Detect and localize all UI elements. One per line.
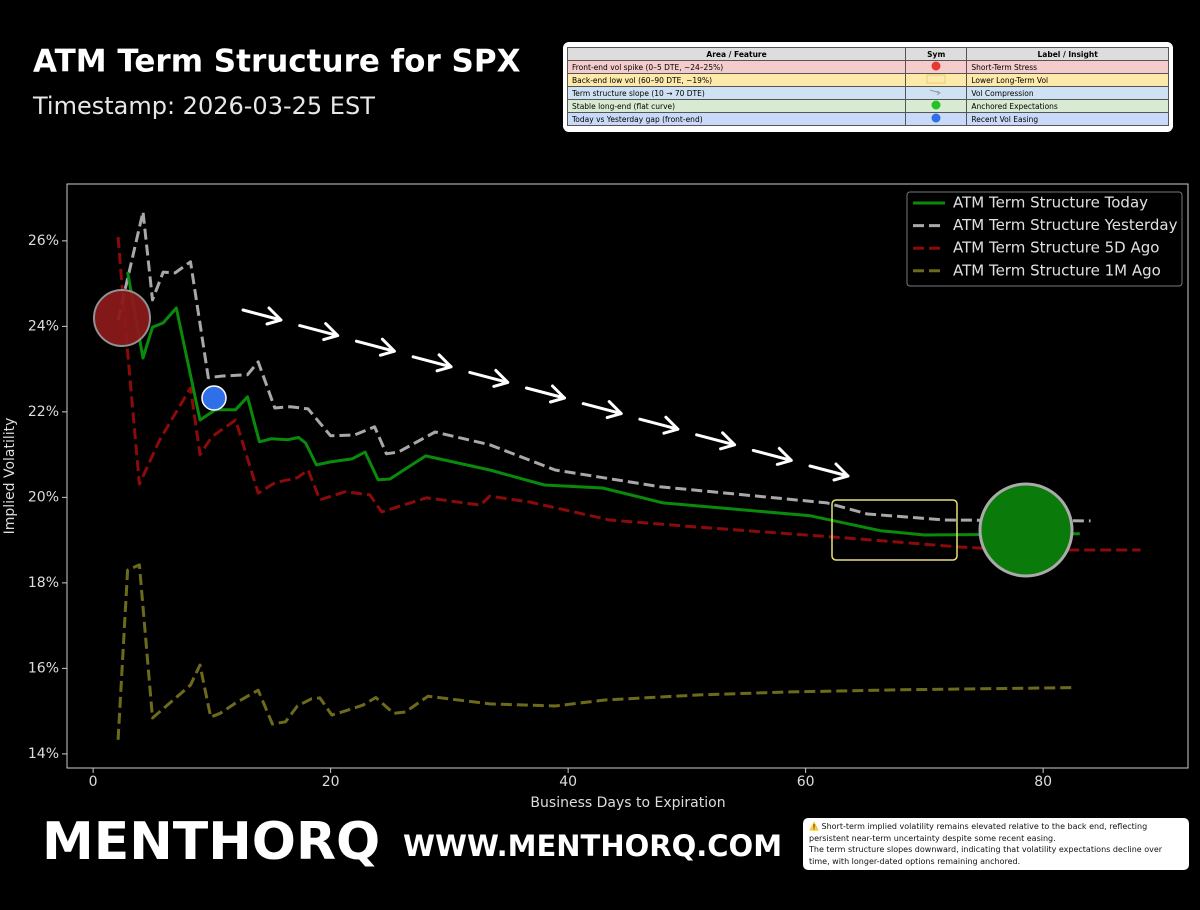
sym-icon <box>931 113 941 123</box>
series-line <box>116 210 1091 523</box>
table-cell: Term structure slope (10 → 70 DTE) <box>566 86 907 100</box>
legend-label: ATM Term Structure Today <box>953 194 1148 212</box>
trend-arrow <box>411 353 453 373</box>
legend-label: ATM Term Structure 5D Ago <box>953 239 1159 257</box>
long-end-highlight <box>978 482 1074 578</box>
y-tick-label: 16% <box>28 660 59 676</box>
x-tick-label: 80 <box>1034 774 1052 790</box>
trend-arrow <box>298 322 340 342</box>
series-line <box>126 271 1080 537</box>
trend-arrow <box>354 337 396 357</box>
logo-brand: MENTHORQ <box>42 812 380 872</box>
legend-box <box>906 191 1183 287</box>
x-tick-label: 20 <box>322 774 340 790</box>
table: Area / Feature Sym Label / Insight Front-e… <box>566 47 1169 126</box>
trend-arrow <box>695 431 737 451</box>
gap-marker <box>201 385 227 411</box>
table-header: Area / Feature <box>566 47 907 61</box>
sym-cell <box>905 73 968 87</box>
legend-label: ATM Term Structure 1M Ago <box>953 261 1161 279</box>
y-tick-label: 22% <box>28 404 59 420</box>
table-cell: Recent Vol Easing <box>966 112 1169 126</box>
table-cell: Short-Term Stress <box>966 60 1169 74</box>
table-cell: Today vs Yesterday gap (front-end) <box>566 112 907 126</box>
trend-arrow <box>241 306 283 326</box>
chart-subtitle: Timestamp: 2026-03-25 EST <box>32 92 375 120</box>
note-line: ⚠️ Short-term implied volatility remains… <box>809 822 1148 843</box>
trend-arrow <box>751 446 793 466</box>
trend-arrow <box>525 384 566 404</box>
table-cell: Lower Long-Term Vol <box>966 73 1169 87</box>
table-cell: Anchored Expectations <box>966 99 1169 113</box>
y-axis-label: Implied Volatility <box>2 418 18 535</box>
series-line <box>116 563 1076 740</box>
table-cell: Back-end low vol (60–90 DTE, ~19%) <box>566 73 907 87</box>
y-tick-label: 18% <box>28 575 59 591</box>
plot-area: 0 20 40 60 80 14% 16% 18% 20% 22% 24% 26% <box>28 210 1141 790</box>
table-cell: Vol Compression <box>966 86 1169 100</box>
sym-icon <box>930 89 942 96</box>
sym-icon <box>931 61 941 71</box>
x-tick-label: 60 <box>797 774 815 790</box>
chart-title: ATM Term Structure for SPX <box>33 44 521 80</box>
legend-label: ATM Term Structure Yesterday <box>953 216 1178 234</box>
note-box: ⚠️ Short-term implied volatility remains… <box>803 818 1189 870</box>
x-tick-label: 40 <box>559 774 577 790</box>
slope-arrows <box>241 306 850 482</box>
table-header: Sym <box>905 47 968 61</box>
table-header: Label / Insight <box>966 47 1169 61</box>
y-tick-label: 24% <box>28 318 59 334</box>
x-axis-label: Business Days to Expiration <box>530 795 725 811</box>
sym-icon <box>931 100 941 110</box>
y-tick-label: 20% <box>28 489 59 505</box>
table-cell: Stable long-end (flat curve) <box>566 99 907 113</box>
logo-url: WWW.MENTHORQ.COM <box>403 829 782 863</box>
y-tick-label: 14% <box>28 746 59 762</box>
legend: ATM Term Structure Today ATM Term Structu… <box>906 191 1183 287</box>
trend-arrow <box>808 462 850 482</box>
sym-cell <box>905 86 968 100</box>
trend-arrow <box>638 415 680 435</box>
plot-frame <box>66 183 1189 769</box>
sym-cell <box>905 60 968 74</box>
trend-arrow <box>468 368 510 388</box>
x-tick-label: 0 <box>89 774 98 790</box>
trend-arrow <box>581 400 623 420</box>
series-line <box>116 236 1141 552</box>
note-line: The term structure slopes downward, indi… <box>809 845 1163 866</box>
back-end-box <box>831 499 958 561</box>
insight-table: Area / Feature Sym Label / Insight Front-e… <box>563 42 1173 132</box>
sym-icon <box>926 74 946 84</box>
front-end-highlight <box>93 289 151 347</box>
table-cell: Front-end vol spike (0–5 DTE, ~24–25%) <box>566 60 907 74</box>
y-tick-label: 26% <box>28 233 59 249</box>
sym-cell <box>905 99 968 113</box>
sym-cell <box>905 112 968 126</box>
